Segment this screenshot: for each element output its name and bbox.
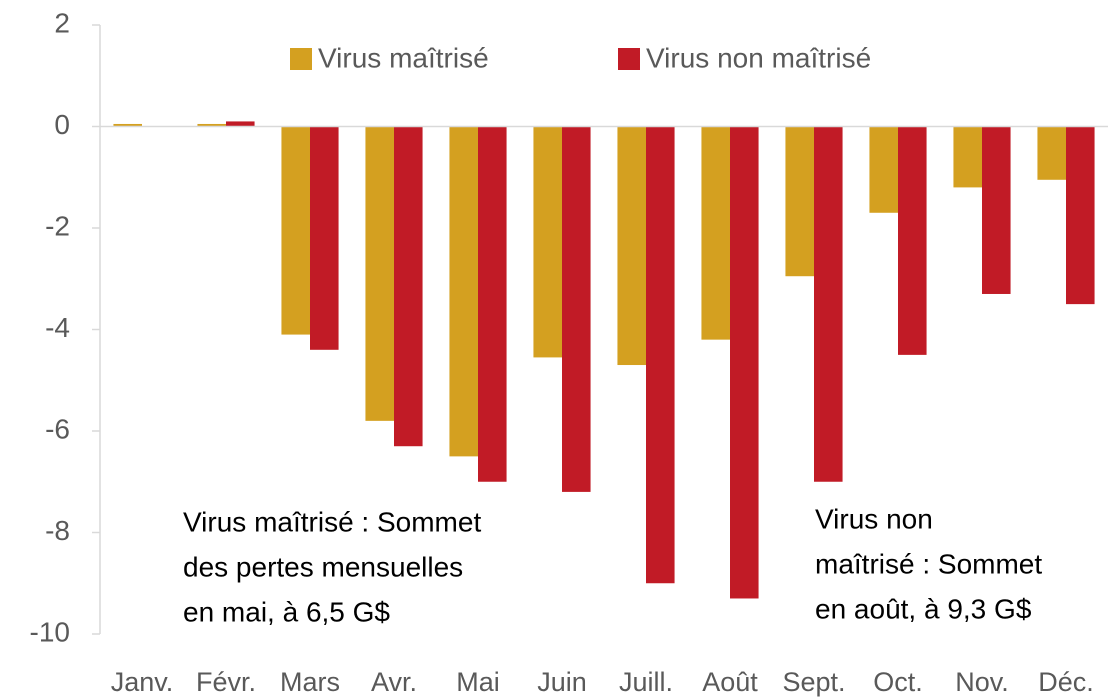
x-tick-label: Sept. xyxy=(782,667,845,697)
x-tick-label: Juin xyxy=(537,667,587,697)
annotation: des pertes mensuelles xyxy=(183,551,463,582)
y-tick-label: -8 xyxy=(45,515,70,546)
bar xyxy=(1066,126,1095,305)
x-tick-label: Juill. xyxy=(619,667,673,697)
bar xyxy=(701,126,730,340)
bar xyxy=(310,126,339,350)
bar xyxy=(226,121,255,127)
bar xyxy=(281,126,310,335)
bar xyxy=(197,123,226,127)
annotation: Virus non xyxy=(815,503,933,534)
x-tick-label: Août xyxy=(702,667,758,697)
bar xyxy=(869,126,898,213)
bar xyxy=(478,126,507,482)
x-tick-label: Déc. xyxy=(1038,667,1094,697)
annotation: en mai, à 6,5 G$ xyxy=(183,596,390,627)
bar xyxy=(394,126,423,447)
x-tick-label: Févr. xyxy=(196,667,256,697)
y-tick-label: -2 xyxy=(45,210,70,241)
x-tick-label: Nov. xyxy=(955,667,1009,697)
legend-swatch xyxy=(290,48,312,70)
bar xyxy=(646,126,675,584)
legend-swatch xyxy=(618,48,640,70)
bar xyxy=(113,123,142,127)
y-tick-label: -6 xyxy=(45,413,70,444)
x-tick-label: Janv. xyxy=(111,667,174,697)
annotation: Virus maîtrisé : Sommet xyxy=(183,506,481,537)
x-tick-label: Avr. xyxy=(371,667,417,697)
y-tick-label: 2 xyxy=(54,7,70,38)
x-tick-label: Mai xyxy=(456,667,500,697)
bar xyxy=(562,126,591,492)
x-tick-label: Oct. xyxy=(873,667,923,697)
annotation: en août, à 9,3 G$ xyxy=(815,593,1032,624)
legend-label: Virus maîtrisé xyxy=(318,42,489,73)
bar xyxy=(898,126,927,355)
y-tick-label: 0 xyxy=(54,109,70,140)
bar xyxy=(953,126,982,188)
bar xyxy=(814,126,843,482)
legend-label: Virus non maîtrisé xyxy=(646,42,871,73)
bar xyxy=(785,126,814,277)
bar xyxy=(982,126,1011,294)
x-tick-label: Mars xyxy=(280,667,340,697)
annotation: maîtrisé : Sommet xyxy=(815,548,1042,579)
bar xyxy=(1037,126,1066,180)
bar xyxy=(365,126,394,421)
y-tick-label: -4 xyxy=(45,312,70,343)
bar xyxy=(449,126,478,457)
bar xyxy=(533,126,562,358)
bar xyxy=(617,126,646,366)
bar xyxy=(730,126,759,599)
y-tick-label: -10 xyxy=(30,616,70,647)
